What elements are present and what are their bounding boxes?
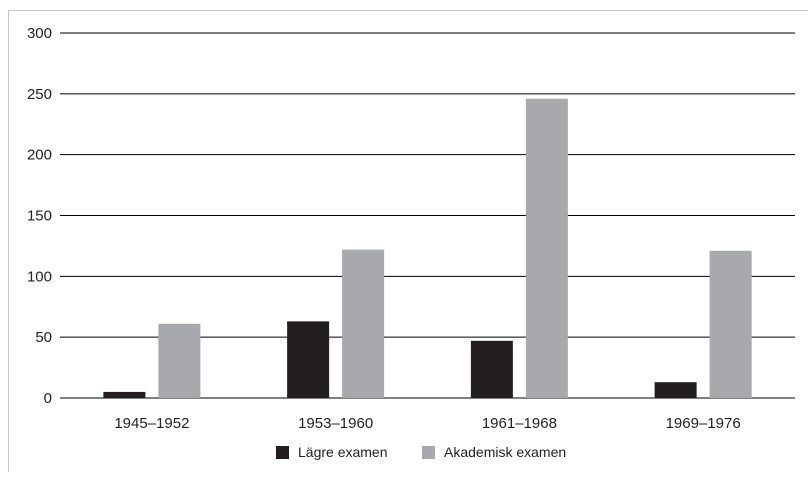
y-tick-label: 150 xyxy=(27,208,52,225)
bar-akademisk-examen xyxy=(709,250,752,398)
y-tick-label: 200 xyxy=(27,147,52,164)
bar-lagre-examen xyxy=(654,382,697,398)
bar-akademisk-examen xyxy=(342,249,385,398)
legend-label: Akademisk examen xyxy=(444,444,566,460)
y-tick-label: 50 xyxy=(35,329,52,346)
y-tick-label: 0 xyxy=(44,390,52,407)
x-axis-category-labels: 1945–1952 1953–1960 1961–1968 1969–1976 xyxy=(114,415,740,432)
y-axis-tick-labels: 0 50 100 150 200 250 300 xyxy=(27,25,52,407)
legend: Lägre examen Akademisk examen xyxy=(276,444,566,460)
gridlines xyxy=(60,32,795,399)
bar-lagre-examen xyxy=(470,340,513,398)
x-category-label: 1969–1976 xyxy=(666,415,741,432)
bar-akademisk-examen xyxy=(525,98,568,398)
legend-label: Lägre examen xyxy=(298,444,388,460)
x-category-label: 1953–1960 xyxy=(298,415,373,432)
x-category-label: 1945–1952 xyxy=(114,415,189,432)
bar-akademisk-examen xyxy=(158,323,201,398)
bar-lagre-examen xyxy=(287,321,330,398)
y-tick-label: 250 xyxy=(27,86,52,103)
legend-swatch xyxy=(422,446,435,459)
x-category-label: 1961–1968 xyxy=(482,415,557,432)
y-tick-label: 300 xyxy=(27,25,52,42)
bars xyxy=(103,98,752,398)
legend-swatch xyxy=(276,446,289,459)
chart-frame xyxy=(8,10,808,472)
bar-lagre-examen xyxy=(103,391,146,398)
y-tick-label: 100 xyxy=(27,268,52,285)
